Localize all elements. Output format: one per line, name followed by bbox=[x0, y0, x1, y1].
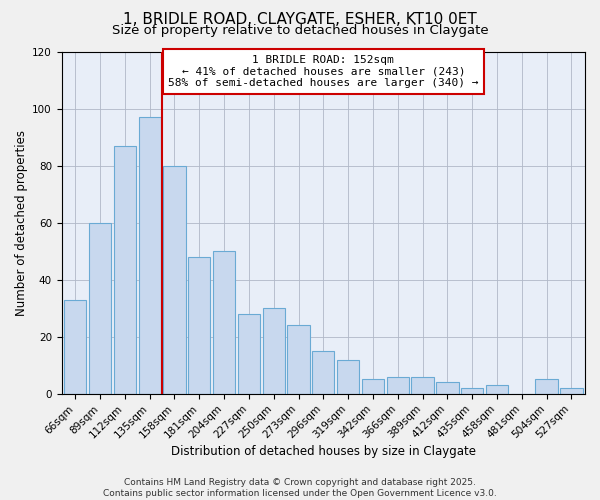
Bar bbox=[213, 251, 235, 394]
Y-axis label: Number of detached properties: Number of detached properties bbox=[15, 130, 28, 316]
Text: 1 BRIDLE ROAD: 152sqm
← 41% of detached houses are smaller (243)
58% of semi-det: 1 BRIDLE ROAD: 152sqm ← 41% of detached … bbox=[168, 55, 479, 88]
Bar bbox=[139, 117, 161, 394]
Bar bbox=[535, 380, 558, 394]
Bar bbox=[312, 351, 334, 394]
Bar bbox=[362, 380, 384, 394]
Bar bbox=[287, 326, 310, 394]
X-axis label: Distribution of detached houses by size in Claygate: Distribution of detached houses by size … bbox=[171, 444, 476, 458]
Bar bbox=[163, 166, 185, 394]
Bar bbox=[337, 360, 359, 394]
Bar bbox=[436, 382, 458, 394]
Bar bbox=[486, 385, 508, 394]
Bar bbox=[114, 146, 136, 394]
Text: Size of property relative to detached houses in Claygate: Size of property relative to detached ho… bbox=[112, 24, 488, 37]
Text: 1, BRIDLE ROAD, CLAYGATE, ESHER, KT10 0ET: 1, BRIDLE ROAD, CLAYGATE, ESHER, KT10 0E… bbox=[123, 12, 477, 28]
Bar bbox=[89, 222, 111, 394]
Bar bbox=[188, 257, 211, 394]
Bar bbox=[412, 376, 434, 394]
Bar bbox=[64, 300, 86, 394]
Bar bbox=[461, 388, 484, 394]
Bar bbox=[386, 376, 409, 394]
Text: Contains HM Land Registry data © Crown copyright and database right 2025.
Contai: Contains HM Land Registry data © Crown c… bbox=[103, 478, 497, 498]
Bar bbox=[560, 388, 583, 394]
Bar bbox=[238, 314, 260, 394]
Bar bbox=[263, 308, 285, 394]
